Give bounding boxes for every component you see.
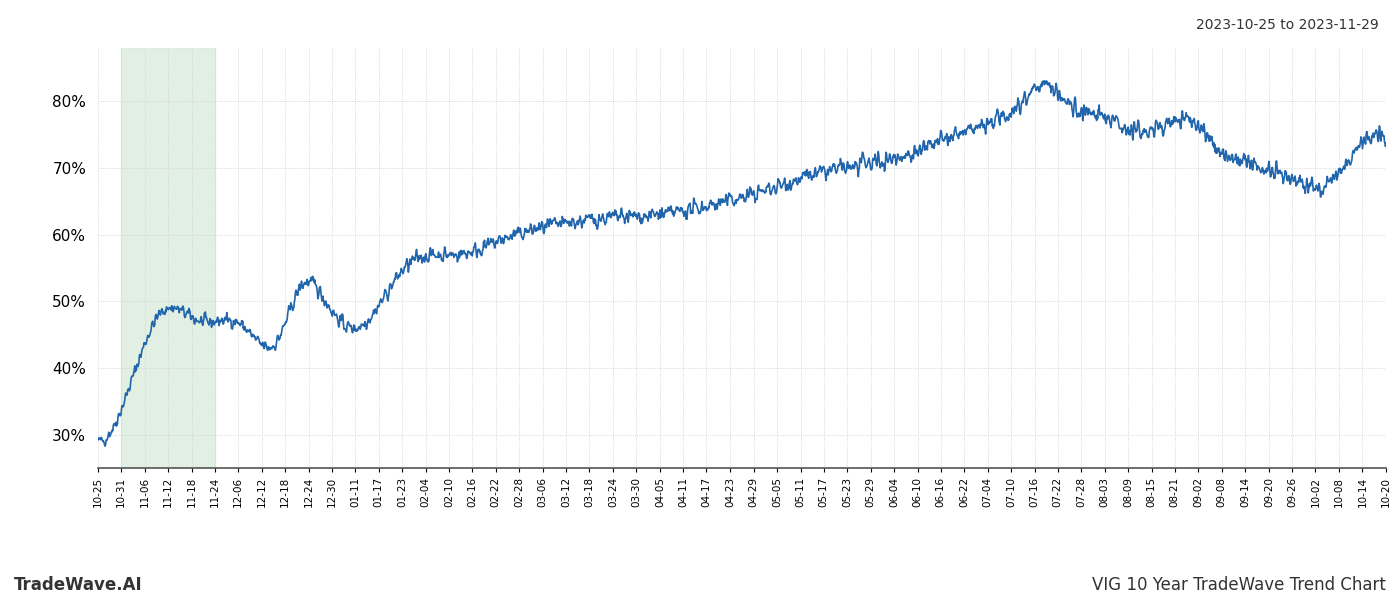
Bar (120, 48, 216, 468)
Text: TradeWave.AI: TradeWave.AI (14, 576, 143, 594)
Text: VIG 10 Year TradeWave Trend Chart: VIG 10 Year TradeWave Trend Chart (1092, 576, 1386, 594)
Text: 2023-10-25 to 2023-11-29: 2023-10-25 to 2023-11-29 (1196, 18, 1379, 32)
